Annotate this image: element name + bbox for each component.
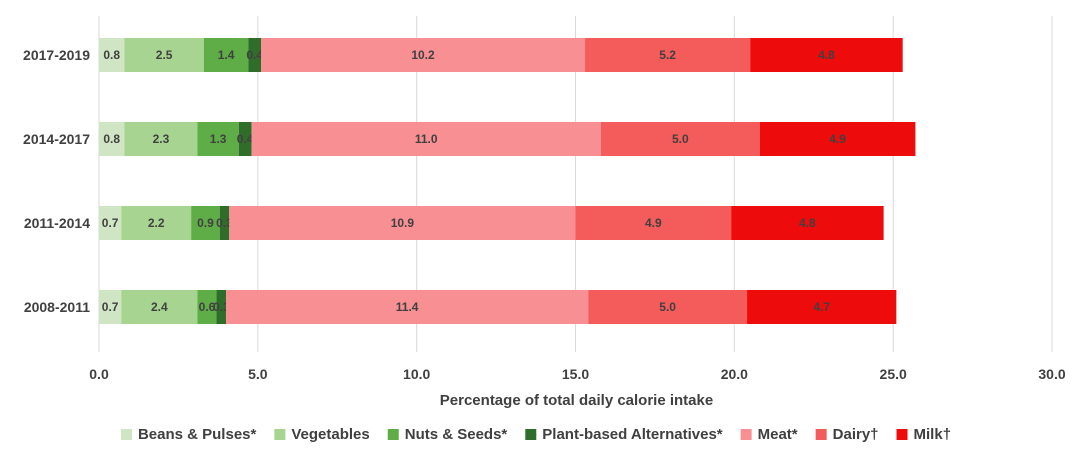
data-label: 1.4 [218, 48, 235, 62]
data-label: 0.7 [102, 300, 119, 314]
bar-segment [124, 122, 198, 156]
bar-segment [216, 290, 227, 324]
legend-label: Beans & Pulses* [138, 426, 257, 443]
legend-swatch [896, 429, 908, 440]
legend-swatch [815, 429, 827, 440]
legend-item: Milk† [896, 426, 952, 443]
x-tick-label: 30.0 [1038, 366, 1065, 382]
data-label: 2.2 [148, 216, 165, 230]
bar-segment [121, 290, 198, 324]
legend-swatch [120, 429, 132, 440]
bar-segment [226, 290, 589, 324]
legend-item: Nuts & Seeds* [387, 426, 508, 443]
x-axis-ticks: 0.0 5.0 10.0 15.0 20.0 25.0 30.0 [89, 366, 1066, 382]
x-tick-label: 0.0 [89, 366, 109, 382]
data-label: 0.8 [103, 132, 120, 146]
bar-segment [121, 206, 192, 240]
bar-segment [229, 206, 576, 240]
data-label: 2.4 [151, 300, 168, 314]
bar-segment [191, 206, 220, 240]
x-tick-label: 20.0 [721, 366, 748, 382]
category-label: 2008-2011 [24, 299, 90, 315]
legend-label: Plant-based Alternatives* [542, 426, 722, 443]
x-tick-label: 10.0 [403, 366, 430, 382]
bar-segment [238, 122, 252, 156]
data-label: 10.9 [391, 216, 415, 230]
bar-segment [585, 38, 751, 72]
data-label: 0.8 [103, 48, 120, 62]
legend-item: Beans & Pulses* [120, 426, 257, 443]
data-label: 4.8 [799, 216, 816, 230]
x-tick-label: 15.0 [562, 366, 589, 382]
data-label: 4.9 [829, 132, 846, 146]
bar-area: 0.8 2.5 1.4 0.4 10.2 5.2 4.8 0.8 2.3 1.3 0.4 11.0 5.… [99, 38, 916, 324]
data-label: 10.2 [411, 48, 435, 62]
data-label: 0.6 [199, 300, 216, 314]
legend-swatch [387, 429, 399, 440]
bar-segment [759, 122, 916, 156]
bar-segment [575, 206, 732, 240]
data-label: 4.8 [818, 48, 835, 62]
bar-segment [261, 38, 586, 72]
data-label: 5.2 [659, 48, 676, 62]
data-label: 5.0 [659, 300, 676, 314]
bar-segment [124, 38, 204, 72]
category-labels: 2017-2019 2014-2017 2011-2014 2008-2011 [23, 47, 90, 315]
legend-label: Nuts & Seeds* [405, 426, 508, 443]
data-label: 0.3 [216, 216, 233, 230]
legend-item: Vegetables [274, 426, 370, 443]
bar-segment [99, 38, 125, 72]
legend-label: Meat* [758, 426, 798, 443]
bar-segment [588, 290, 748, 324]
bar-segment [197, 290, 217, 324]
data-label: 0.9 [197, 216, 214, 230]
data-label: 0.7 [102, 216, 119, 230]
category-label: 2011-2014 [24, 215, 90, 231]
bar-segment [750, 38, 903, 72]
data-label: 1.3 [210, 132, 227, 146]
data-label: 4.7 [813, 300, 830, 314]
x-axis-title: Percentage of total daily calorie intake [440, 392, 713, 409]
category-label: 2017-2019 [23, 47, 90, 63]
bar-segment [99, 122, 125, 156]
data-label: 2.5 [156, 48, 173, 62]
bar-segment [99, 290, 122, 324]
x-tick-label: 25.0 [880, 366, 907, 382]
x-tick-label: 5.0 [248, 366, 268, 382]
legend-swatch [525, 429, 537, 440]
legend: Beans & Pulses* Vegetables Nuts & Seeds* Pl… [120, 426, 952, 443]
category-label: 2014-2017 [23, 131, 90, 147]
legend-item: Dairy† [815, 426, 879, 443]
data-label: 0.4 [237, 132, 254, 146]
bar-segment [600, 122, 760, 156]
bar-segment [731, 206, 884, 240]
bar-segment [203, 38, 249, 72]
legend-label: Dairy† [833, 426, 879, 443]
legend-label: Milk† [914, 426, 952, 443]
bar-segment [747, 290, 897, 324]
legend-swatch [274, 429, 286, 440]
legend-item: Meat* [740, 426, 798, 443]
bar-segment [251, 122, 601, 156]
legend-label: Vegetables [291, 426, 369, 443]
bar-segment [219, 206, 230, 240]
bar-segment [99, 206, 122, 240]
legend-item: Plant-based Alternatives* [525, 426, 723, 443]
data-label: 2.3 [153, 132, 170, 146]
data-label: 4.9 [645, 216, 662, 230]
legend-swatch [740, 429, 752, 440]
bar-segment [248, 38, 262, 72]
data-label: 11.4 [396, 300, 419, 314]
data-label: 0.3 [213, 300, 230, 314]
data-label: 0.4 [246, 48, 263, 62]
data-label: 5.0 [672, 132, 689, 146]
data-label: 11.0 [415, 132, 438, 146]
bar-segment [197, 122, 239, 156]
